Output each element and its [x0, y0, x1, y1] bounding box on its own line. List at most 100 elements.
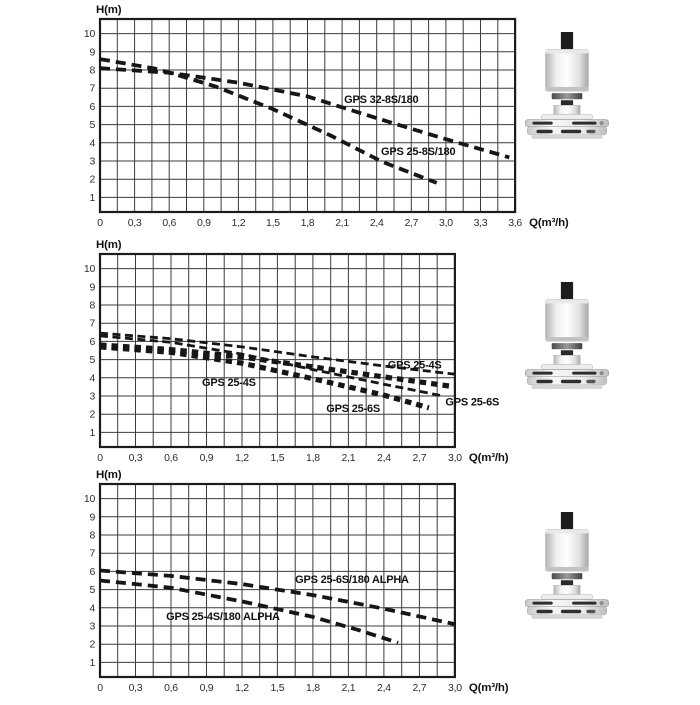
x-tick-label: 1,5 — [271, 453, 285, 464]
x-axis-title: Q(m³/h) — [529, 217, 569, 229]
pump-stem — [553, 355, 581, 365]
x-tick-label: 2,7 — [413, 683, 427, 694]
x-tick-label: 0,9 — [200, 683, 214, 694]
x-tick-label: 3,0 — [448, 683, 462, 694]
performance-chart-gps-180-alpha: 1 2 3 4 5 6 7 8 9 10 0 0,3 0,6 0,9 1,2 1,5 1,8 2,1 2,4 2,7 3… — [84, 469, 509, 694]
pump-stem — [553, 585, 581, 595]
x-tick-label: 0,3 — [129, 683, 143, 694]
pump-curve — [99, 331, 456, 376]
pump-ring — [551, 343, 583, 350]
circulator-pump-photo — [524, 512, 610, 619]
y-tick-label: 6 — [89, 567, 95, 578]
y-axis-title: H(m) — [96, 239, 122, 251]
y-tick-label: 6 — [89, 102, 95, 113]
x-tick-label: 1,8 — [306, 453, 320, 464]
x-tick-label: 2,4 — [370, 218, 384, 229]
x-tick-label: 0 — [97, 218, 103, 229]
curve-label: GPS 25-4S — [388, 360, 442, 372]
y-tick-label: 3 — [89, 391, 95, 402]
pump-curve — [99, 568, 456, 627]
pump-curve — [99, 66, 510, 160]
y-tick-label: 7 — [89, 549, 95, 560]
pump-curve — [99, 578, 399, 645]
performance-chart-gps-32-8s-25-8s: 1 2 3 4 5 6 7 8 9 10 0 0,3 0,6 0,9 1,2 1,5 1,8 2,1 2,4 2,7 3… — [84, 4, 569, 229]
x-tick-label: 1,5 — [271, 683, 285, 694]
x-tick-label: 0,9 — [200, 453, 214, 464]
y-tick-label: 3 — [89, 156, 95, 167]
y-tick-label: 7 — [89, 84, 95, 95]
pump-plug — [560, 32, 574, 50]
circulator-pump-photo — [524, 32, 610, 139]
performance-chart-gps-25-4s-25-6s: 1 2 3 4 5 6 7 8 9 10 0 0,3 0,6 0,9 1,2 1,5 1,8 2,1 2,4 2,7 3… — [84, 239, 509, 464]
curve-label: GPS 25-6S/180 ALPHA — [295, 574, 409, 586]
y-tick-label: 10 — [84, 494, 96, 505]
pump-product-photo — [519, 282, 615, 392]
x-tick-label: 3,6 — [508, 218, 522, 229]
x-tick-label: 1,2 — [235, 453, 249, 464]
x-tick-label: 0,6 — [164, 683, 178, 694]
x-tick-label: 1,8 — [306, 683, 320, 694]
x-tick-label: 0,9 — [197, 218, 211, 229]
y-tick-label: 6 — [89, 337, 95, 348]
x-tick-label: 0,6 — [162, 218, 176, 229]
x-tick-label: 0,3 — [128, 218, 142, 229]
curve-label: GPS 32-8S/180 — [344, 94, 418, 106]
x-tick-label: 0 — [97, 453, 103, 464]
x-tick-label: 2,7 — [404, 218, 418, 229]
pump-plug — [560, 282, 574, 300]
y-tick-label: 8 — [89, 66, 95, 77]
y-tick-label: 2 — [89, 640, 95, 651]
y-tick-label: 1 — [89, 658, 95, 669]
pump-plug — [560, 512, 574, 530]
x-tick-label: 2,4 — [377, 683, 391, 694]
x-tick-label: 1,2 — [232, 218, 246, 229]
y-tick-label: 1 — [89, 428, 95, 439]
x-tick-label: 0 — [97, 683, 103, 694]
x-axis-title: Q(m³/h) — [469, 682, 509, 694]
pump-curve — [99, 334, 444, 398]
y-tick-label: 4 — [89, 138, 95, 149]
y-tick-label: 8 — [89, 531, 95, 542]
y-tick-label: 4 — [89, 603, 95, 614]
x-tick-label: 0,3 — [129, 453, 143, 464]
y-tick-label: 10 — [84, 264, 96, 275]
pump-product-photo — [519, 32, 615, 142]
pump-stem — [553, 105, 581, 115]
x-tick-label: 2,1 — [342, 453, 356, 464]
y-axis-title: H(m) — [96, 469, 122, 481]
x-tick-label: 3,0 — [439, 218, 453, 229]
y-tick-label: 5 — [89, 355, 95, 366]
plot-border — [98, 17, 517, 214]
x-tick-label: 3,0 — [448, 453, 462, 464]
curve-label: GPS 25-4S/180 ALPHA — [166, 611, 280, 623]
x-tick-label: 1,8 — [301, 218, 315, 229]
y-tick-label: 8 — [89, 301, 95, 312]
pump-curve — [99, 57, 438, 185]
x-tick-label: 2,4 — [377, 453, 391, 464]
x-tick-label: 1,5 — [266, 218, 280, 229]
x-tick-label: 2,1 — [342, 683, 356, 694]
pump-product-photo — [519, 512, 615, 622]
x-tick-label: 1,2 — [235, 683, 249, 694]
pump-ring — [551, 573, 583, 580]
y-tick-label: 5 — [89, 585, 95, 596]
pump-motor-body — [545, 529, 589, 572]
y-tick-label: 4 — [89, 373, 95, 384]
y-tick-label: 7 — [89, 319, 95, 330]
pump-ring — [551, 93, 583, 100]
pump-curve — [99, 344, 430, 411]
x-tick-label: 0,6 — [164, 453, 178, 464]
circulator-pump-photo — [524, 282, 610, 389]
y-axis-title: H(m) — [96, 4, 122, 16]
y-tick-label: 2 — [89, 175, 95, 186]
curve-label: GPS 25-4S — [202, 377, 256, 389]
y-tick-label: 10 — [84, 29, 96, 40]
x-tick-label: 2,1 — [335, 218, 349, 229]
curve-label: GPS 25-8S/180 — [381, 146, 455, 158]
y-tick-label: 1 — [89, 193, 95, 204]
plot-border — [98, 252, 456, 449]
x-tick-label: 2,7 — [413, 453, 427, 464]
x-tick-label: 3,3 — [474, 218, 488, 229]
y-tick-label: 9 — [89, 512, 95, 523]
